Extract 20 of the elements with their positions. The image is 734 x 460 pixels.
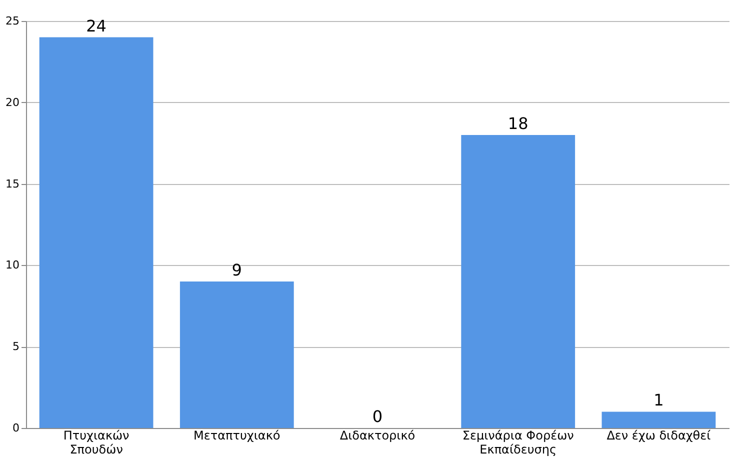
x-tick-label: Πτυχιακών Σπουδών <box>63 428 130 456</box>
y-tick-label: 10 <box>6 258 20 272</box>
bar <box>39 37 154 428</box>
x-tick-label: Δεν έχω διδαχθεί <box>606 428 711 442</box>
data-label: 18 <box>508 114 528 133</box>
y-tick-label: 20 <box>6 96 20 109</box>
y-tick-label: 25 <box>6 14 20 28</box>
x-tick-label: Διδακτορικό <box>340 428 416 442</box>
bar <box>461 134 576 428</box>
x-tick-label: Μεταπτυχιακό <box>194 428 280 442</box>
data-label: 24 <box>86 16 106 36</box>
data-label: 9 <box>232 260 242 280</box>
y-tick-label: 5 <box>12 340 20 354</box>
data-label: 1 <box>654 390 664 410</box>
data-label: 0 <box>372 407 383 426</box>
y-tick-label: 0 <box>12 422 20 434</box>
bar <box>180 281 294 428</box>
bar <box>602 412 716 428</box>
y-tick-label: 15 <box>6 177 20 190</box>
x-tick-label: Σεμινάρια Φορέων Εκπαίδευσης <box>462 428 574 456</box>
